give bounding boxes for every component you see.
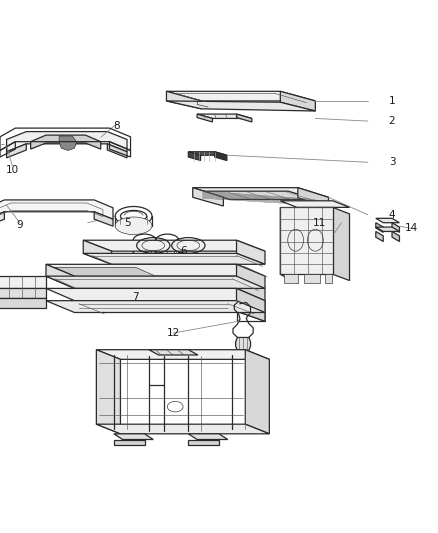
Polygon shape: [376, 231, 383, 241]
Polygon shape: [83, 240, 265, 251]
Polygon shape: [166, 91, 201, 109]
Polygon shape: [197, 114, 212, 122]
Text: 10: 10: [6, 165, 19, 175]
Polygon shape: [333, 207, 350, 280]
Text: 5: 5: [124, 217, 131, 228]
Polygon shape: [280, 207, 333, 274]
Polygon shape: [0, 200, 113, 219]
Text: 3: 3: [389, 157, 396, 167]
Polygon shape: [96, 350, 120, 434]
Ellipse shape: [115, 217, 152, 235]
Text: 9: 9: [16, 220, 23, 230]
Polygon shape: [325, 274, 332, 283]
Polygon shape: [7, 132, 127, 152]
Polygon shape: [201, 191, 316, 199]
Polygon shape: [166, 91, 315, 101]
Polygon shape: [55, 268, 155, 276]
Text: 14: 14: [405, 223, 418, 233]
Polygon shape: [188, 152, 227, 155]
Polygon shape: [0, 276, 46, 287]
Polygon shape: [83, 253, 265, 264]
Polygon shape: [59, 136, 77, 150]
Polygon shape: [114, 434, 153, 440]
Polygon shape: [376, 227, 399, 231]
Polygon shape: [304, 274, 320, 283]
Polygon shape: [284, 274, 298, 283]
Polygon shape: [0, 287, 46, 298]
Text: 11: 11: [313, 217, 326, 228]
Polygon shape: [0, 212, 4, 226]
Polygon shape: [31, 135, 101, 149]
Polygon shape: [392, 223, 399, 232]
Polygon shape: [193, 188, 328, 197]
Polygon shape: [236, 337, 251, 351]
Polygon shape: [298, 188, 328, 207]
Polygon shape: [237, 240, 265, 264]
Text: 4: 4: [389, 210, 396, 220]
Polygon shape: [376, 223, 383, 232]
Polygon shape: [237, 264, 265, 321]
Text: 6: 6: [180, 246, 187, 256]
Polygon shape: [83, 240, 112, 264]
Text: 1: 1: [389, 96, 396, 106]
Polygon shape: [188, 434, 228, 440]
Polygon shape: [96, 350, 269, 359]
Text: 8: 8: [113, 122, 120, 131]
Text: 12: 12: [166, 328, 180, 338]
Polygon shape: [96, 424, 269, 434]
Polygon shape: [149, 350, 198, 355]
Polygon shape: [188, 440, 219, 445]
Polygon shape: [245, 350, 269, 434]
Polygon shape: [193, 188, 223, 206]
Polygon shape: [280, 91, 315, 111]
Polygon shape: [376, 219, 399, 223]
Polygon shape: [188, 152, 201, 160]
Polygon shape: [46, 288, 265, 301]
Polygon shape: [280, 201, 350, 207]
Polygon shape: [114, 440, 145, 445]
Polygon shape: [392, 231, 399, 241]
Polygon shape: [46, 276, 265, 288]
Text: 2: 2: [389, 116, 396, 126]
Polygon shape: [197, 114, 252, 118]
Polygon shape: [237, 114, 252, 122]
Polygon shape: [46, 301, 265, 312]
Polygon shape: [0, 298, 46, 308]
Polygon shape: [7, 144, 26, 158]
Polygon shape: [46, 264, 74, 288]
Polygon shape: [166, 101, 315, 111]
Polygon shape: [46, 264, 265, 276]
Polygon shape: [94, 212, 113, 226]
Polygon shape: [107, 144, 127, 158]
Polygon shape: [237, 288, 265, 321]
Polygon shape: [215, 152, 227, 160]
Text: 7: 7: [132, 292, 139, 302]
Polygon shape: [280, 207, 297, 283]
